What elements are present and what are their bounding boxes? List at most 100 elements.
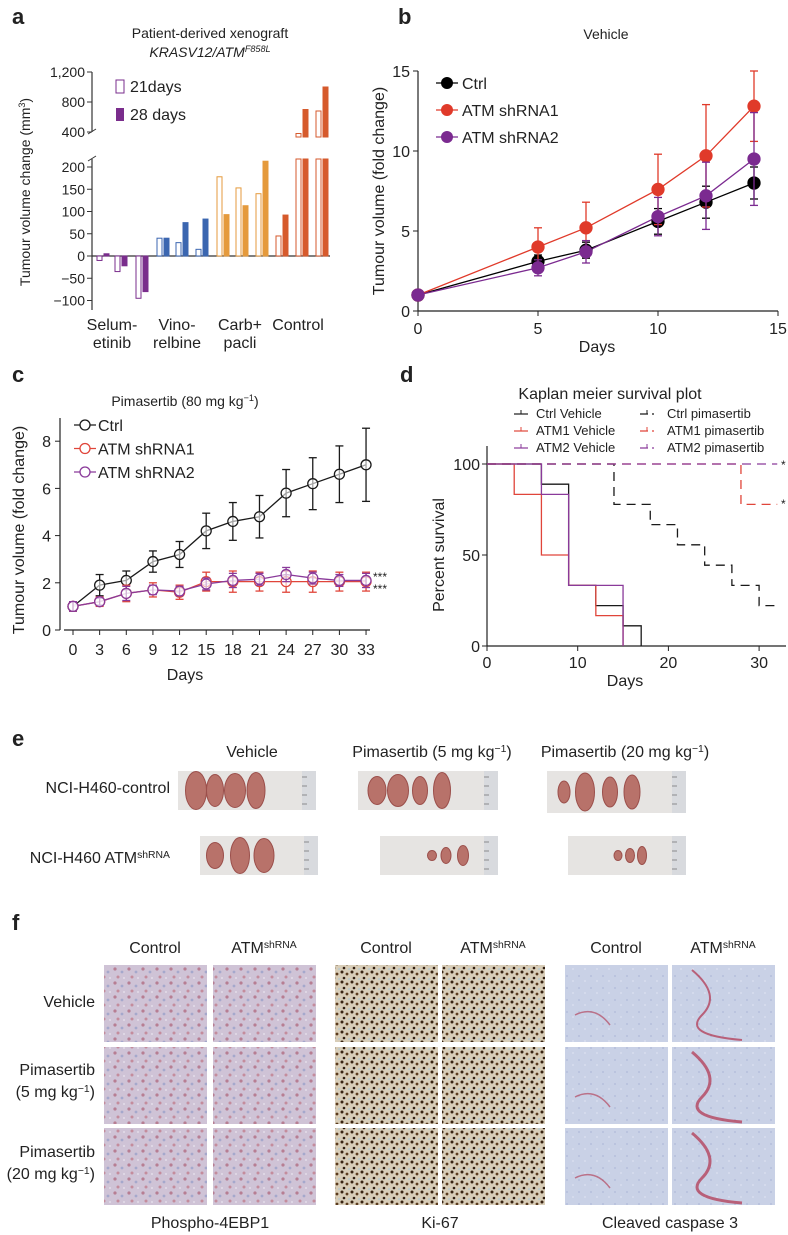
histology-image (672, 1128, 775, 1205)
data-point (253, 511, 266, 523)
stain-label-text: Cleaved caspase 3 (602, 1215, 738, 1232)
y-tick-label-text: 4 (42, 529, 51, 546)
legend-marker (441, 77, 453, 89)
data-point (307, 572, 319, 584)
y-tick-label-text: 800 (62, 94, 86, 110)
stain-label: Ki-67 (421, 1215, 458, 1232)
category-label-text: Selum- (87, 317, 138, 334)
data-point (67, 600, 79, 613)
category-label-text: relbine (153, 335, 201, 352)
row-label-sup: −1 (78, 1166, 90, 1177)
tumour (387, 774, 409, 807)
bar (315, 158, 322, 257)
category-label: relbine (153, 335, 201, 352)
bar (302, 158, 309, 257)
legend-label-text: ATM1 Vehicle (536, 423, 615, 438)
tumour (557, 780, 571, 804)
y-tick-label: 800 (62, 94, 86, 110)
panel-label-f-text: f (12, 910, 20, 935)
y-tick-label: 150 (62, 181, 86, 197)
tumour-photo (380, 836, 498, 875)
data-point (200, 578, 212, 590)
stain-label-text: Ki-67 (421, 1215, 458, 1232)
tumour (367, 776, 387, 805)
data-point (747, 152, 761, 166)
column-header: ATMshRNA (690, 940, 756, 958)
bar (315, 110, 322, 138)
ruler (484, 836, 498, 875)
bar (295, 158, 302, 257)
stain-label: Cleaved caspase 3 (602, 1215, 738, 1232)
y-tick-label: 8 (42, 434, 51, 451)
y-tick-label-text: 1,200 (50, 64, 85, 80)
data-point (227, 515, 239, 528)
ruler (672, 771, 686, 813)
data-point (120, 574, 132, 587)
category-label-text: Vino- (158, 317, 195, 334)
data-point (280, 487, 292, 499)
chart-title: Vehicle (583, 26, 628, 42)
x-tick-label-text: 10 (569, 655, 587, 672)
category-label: Vino- (158, 317, 195, 334)
bar (216, 176, 223, 257)
panel-label-c: c (12, 362, 24, 387)
stain-label: Phospho-4EBP1 (151, 1215, 269, 1232)
significance-stars: *** (373, 582, 387, 596)
caspase-staining (574, 1092, 611, 1108)
legend-label-text: Ctrl pimasertib (667, 406, 751, 421)
x-tick-label-text: 0 (414, 321, 423, 338)
tumour (637, 846, 647, 865)
significance-stars: *** (373, 570, 387, 584)
category-label-text: pacli (224, 335, 257, 352)
data-point (747, 99, 761, 113)
tumour (602, 776, 618, 808)
data-point (531, 261, 545, 275)
x-axis-label-text: Days (579, 339, 615, 356)
chart-title: Pimasertib (80 mg kg−1) (111, 393, 258, 409)
row-label-text: NCI-H460 ATM (30, 850, 137, 867)
bar (223, 214, 230, 257)
legend-label-text: 28 days (130, 107, 186, 124)
legend-label-text: ATM1 pimasertib (667, 423, 764, 438)
legend-label: ATM shRNA1 (462, 103, 559, 120)
significance-star-text: * (781, 497, 786, 511)
x-tick-label-text: 30 (331, 642, 349, 659)
x-tick-label: 24 (277, 642, 295, 659)
ruler (304, 836, 318, 875)
column-header-sup: −1 (495, 744, 507, 755)
legend-label-text: Ctrl Vehicle (536, 406, 602, 421)
bar (295, 133, 302, 138)
column-header-text: ATM (231, 940, 264, 957)
data-point (307, 478, 319, 490)
legend-label: Ctrl Vehicle (536, 406, 602, 421)
y-tick-label-text: 50 (462, 548, 480, 565)
x-tick-label: 20 (660, 655, 678, 672)
legend-label: Ctrl pimasertib (667, 406, 751, 421)
histology-image (104, 1047, 207, 1124)
y-tick-label: 0 (471, 639, 480, 656)
bar (322, 86, 329, 138)
row-label: (5 mg kg−1) (16, 1084, 95, 1102)
data-point (173, 585, 186, 597)
legend-label: ATM shRNA2 (98, 465, 195, 482)
data-point (333, 468, 346, 480)
row-label-text: ) (90, 1084, 95, 1101)
tissue-section (104, 965, 207, 1042)
legend-label: ATM shRNA2 (462, 130, 559, 147)
y-tick-label-text: 8 (42, 434, 51, 451)
survival-curve (487, 463, 624, 646)
tissue-section (335, 1128, 438, 1205)
category-label: etinib (93, 335, 131, 352)
column-header-text: Pimasertib (5 mg kg (352, 744, 494, 761)
y-tick-label: 0 (401, 304, 410, 321)
panel-label-a: a (12, 4, 25, 29)
x-tick-label-text: 3 (95, 642, 104, 659)
panel-label-f: f (12, 910, 20, 935)
data-point (579, 221, 593, 235)
row-label: Pimasertib (19, 1062, 95, 1079)
legend-label: ATM1 pimasertib (667, 423, 764, 438)
x-tick-label: 10 (649, 321, 667, 338)
bar (103, 253, 110, 257)
x-tick-label: 6 (122, 642, 131, 659)
chart-title-text: Pimasertib (80 mg kg (111, 393, 243, 409)
